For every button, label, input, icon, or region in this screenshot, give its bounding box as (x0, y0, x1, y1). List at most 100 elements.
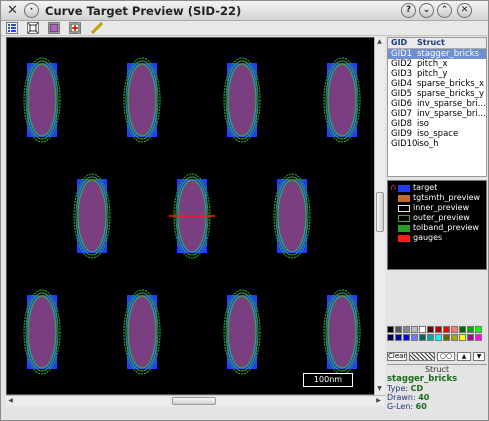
layer-legend: ∩ target tgtsmth_preview inner_preview oute… (387, 180, 487, 270)
ruler-icon[interactable] (90, 21, 104, 35)
magnet-icon[interactable]: ∩ (390, 183, 397, 193)
legend-swatch[interactable] (398, 185, 410, 192)
help-button[interactable]: ? (401, 3, 416, 18)
zoom-fit-icon[interactable] (27, 22, 39, 34)
palette-color-swatch[interactable] (475, 326, 482, 333)
fill-pattern-circles-icon[interactable]: ○○ (437, 352, 455, 361)
legend-swatch[interactable] (398, 215, 410, 222)
outer-preview-ellipse (325, 292, 359, 372)
legend-label: target (413, 183, 438, 192)
palette-color-swatch[interactable] (467, 334, 474, 341)
legend-swatch[interactable] (398, 235, 410, 242)
gid-column-header[interactable]: GID (391, 38, 408, 47)
legend-item[interactable]: gauges (391, 233, 483, 243)
horizontal-scrollbar[interactable]: ◀ ▶ (6, 395, 385, 406)
gid-cell: GID2 (391, 59, 413, 69)
horizontal-scroll-thumb[interactable] (172, 397, 216, 405)
palette-color-swatch[interactable] (427, 334, 434, 341)
clear-button[interactable]: Clear (387, 352, 407, 361)
drawn-label: Drawn: (387, 393, 416, 402)
outer-preview-ellipse (125, 60, 159, 140)
legend-swatch[interactable] (398, 205, 410, 212)
gid-table-row[interactable]: GID1 stagger_bricks (388, 49, 486, 59)
palette-color-swatch[interactable] (387, 334, 394, 341)
tools-icon[interactable]: ✕ (7, 3, 18, 18)
add-gauge-icon[interactable] (69, 22, 81, 34)
legend-label: inner_preview (413, 203, 470, 212)
drawn-value: 40 (418, 393, 430, 402)
palette-color-swatch[interactable] (395, 334, 402, 341)
maximize-button[interactable]: ⌃ (437, 3, 452, 18)
gid-cell: GID8 (391, 119, 413, 129)
title-bar[interactable]: ✕ · Curve Target Preview (SID-22) ? ⌄ ⌃ … (1, 1, 488, 21)
outer-preview-ellipse (275, 176, 309, 256)
palette-color-swatch[interactable] (443, 326, 450, 333)
palette-color-swatch[interactable] (459, 326, 466, 333)
scroll-up-arrow-icon[interactable]: ▲ (377, 38, 382, 45)
tgtsmth-preview-ellipse (277, 179, 307, 253)
tgtsmth-preview-ellipse (327, 63, 357, 137)
palette-color-swatch[interactable] (459, 334, 466, 341)
minimize-button[interactable]: ⌄ (419, 3, 434, 18)
gid-table-row[interactable]: GID2 pitch_x (388, 59, 486, 69)
gid-table[interactable]: GID Struct GID1 stagger_bricks GID2 pitch_x… (387, 37, 487, 177)
gid-table-row[interactable]: GID7 inv_sparse_bri... (388, 109, 486, 119)
scroll-down-arrow-icon[interactable]: ▼ (377, 385, 382, 392)
scroll-left-arrow-icon[interactable]: ◀ (8, 397, 13, 404)
close-button[interactable]: ✕ (457, 3, 472, 18)
palette-color-swatch[interactable] (411, 326, 418, 333)
fill-pattern-diagonal-icon[interactable] (409, 352, 435, 361)
gid-table-row[interactable]: GID5 sparse_bricks_y (388, 89, 486, 99)
legend-item[interactable]: inner_preview (391, 203, 483, 213)
vertical-scrollbar[interactable]: ▲ ▼ (374, 37, 385, 395)
struct-column-header[interactable]: Struct (417, 38, 445, 47)
palette-color-swatch[interactable] (419, 326, 426, 333)
palette-color-swatch[interactable] (435, 326, 442, 333)
fill-pattern-arrow-icon[interactable]: ▼ (473, 352, 485, 361)
palette-color-swatch[interactable] (467, 326, 474, 333)
gid-table-row[interactable]: GID8 iso (388, 119, 486, 129)
palette-color-swatch[interactable] (451, 326, 458, 333)
struct-info: Struct stagger_bricks Type: CD Drawn: 40… (387, 364, 487, 411)
gid-cell: GID4 (391, 79, 413, 89)
gid-table-row[interactable]: GID6 inv_sparse_bri... (388, 99, 486, 109)
fill-pattern-triangle-icon[interactable]: ▲ (457, 352, 471, 361)
palette-color-swatch[interactable] (435, 334, 442, 341)
legend-swatch[interactable] (398, 195, 410, 202)
right-panel: GID Struct GID1 stagger_bricks GID2 pitch_x… (387, 37, 487, 411)
vertical-scroll-thumb[interactable] (376, 192, 384, 232)
gid-table-header: GID Struct (388, 38, 486, 49)
palette-color-swatch[interactable] (443, 334, 450, 341)
legend-item[interactable]: target (391, 183, 483, 193)
palette-color-swatch[interactable] (419, 334, 426, 341)
palette-color-swatch[interactable] (451, 334, 458, 341)
tolband-outer-ellipse (223, 289, 261, 375)
palette-color-swatch[interactable] (411, 334, 418, 341)
gid-table-row[interactable]: GID3 pitch_y (388, 69, 486, 79)
layer-icon[interactable] (48, 22, 60, 34)
layout-canvas[interactable]: 100nm (6, 37, 384, 395)
legend-swatch[interactable] (398, 225, 410, 232)
gid-cell: GID1 (391, 49, 413, 59)
gid-table-row[interactable]: GID10 iso_h (388, 139, 486, 149)
legend-item[interactable]: tgtsmth_preview (391, 193, 483, 203)
scroll-right-arrow-icon[interactable]: ▶ (376, 397, 381, 404)
palette-color-swatch[interactable] (403, 326, 410, 333)
layout-drawing[interactable] (7, 38, 384, 395)
legend-item[interactable]: outer_preview (391, 213, 483, 223)
palette-color-swatch[interactable] (387, 326, 394, 333)
gid-cell: GID9 (391, 129, 413, 139)
gid-table-row[interactable]: GID4 sparse_bricks_x (388, 79, 486, 89)
palette-color-swatch[interactable] (403, 334, 410, 341)
palette-color-swatch[interactable] (475, 334, 482, 341)
legend-item[interactable]: tolband_preview (391, 223, 483, 233)
tolband-outer-ellipse (123, 289, 161, 375)
palette-color-swatch[interactable] (395, 326, 402, 333)
gid-table-row[interactable]: GID9 iso_space (388, 129, 486, 139)
list-icon[interactable] (6, 22, 18, 34)
palette-color-swatch[interactable] (427, 326, 434, 333)
legend-label: tgtsmth_preview (413, 193, 481, 202)
struct-info-name: stagger_bricks (387, 374, 458, 384)
menu-icon[interactable]: · (24, 3, 39, 18)
